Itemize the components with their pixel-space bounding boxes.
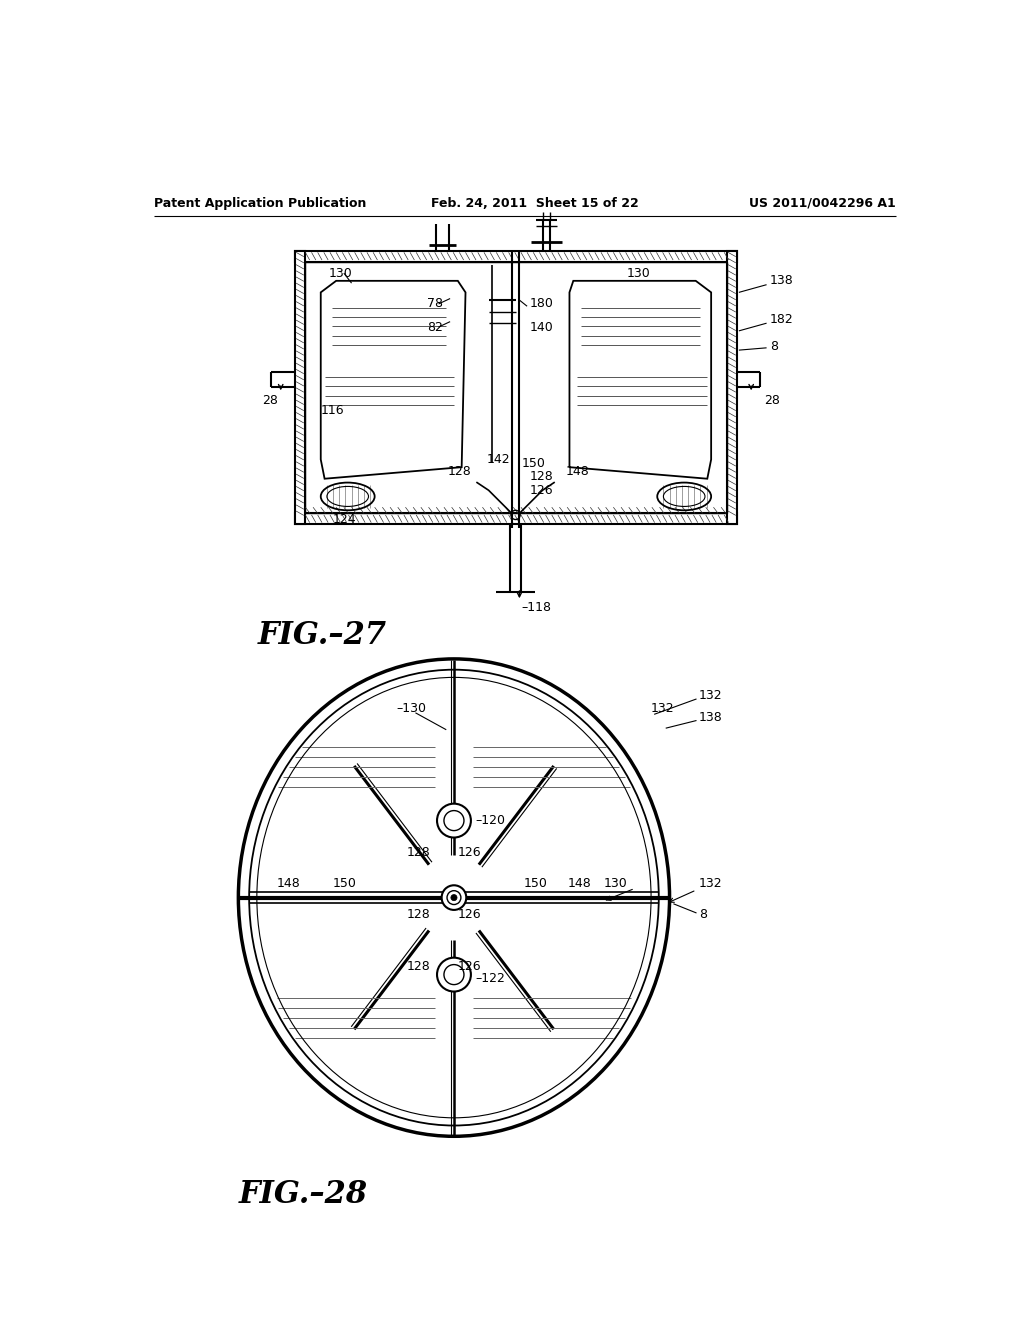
Text: 126: 126 xyxy=(458,908,481,921)
Bar xyxy=(295,251,305,524)
Bar xyxy=(295,251,737,261)
Text: 148: 148 xyxy=(568,878,592,890)
Text: 150: 150 xyxy=(523,878,547,890)
Text: FIG.–27: FIG.–27 xyxy=(258,620,387,651)
Text: 150: 150 xyxy=(333,878,356,890)
Text: 132: 132 xyxy=(698,878,723,890)
Text: 150: 150 xyxy=(521,457,546,470)
Text: 130: 130 xyxy=(329,267,352,280)
Text: 132: 132 xyxy=(650,702,674,715)
Text: 28: 28 xyxy=(764,395,780,408)
Circle shape xyxy=(441,886,466,909)
Text: 140: 140 xyxy=(529,321,553,334)
Text: –118: –118 xyxy=(521,601,552,614)
Text: Feb. 24, 2011  Sheet 15 of 22: Feb. 24, 2011 Sheet 15 of 22 xyxy=(431,197,639,210)
Text: 8: 8 xyxy=(770,339,777,352)
Circle shape xyxy=(437,958,471,991)
Circle shape xyxy=(437,804,471,838)
Text: 126: 126 xyxy=(458,846,481,859)
Text: 124: 124 xyxy=(333,513,356,527)
Text: 128: 128 xyxy=(447,465,471,478)
Text: 128: 128 xyxy=(407,908,430,921)
Text: –130: –130 xyxy=(396,702,426,715)
Text: 82: 82 xyxy=(427,321,443,334)
Bar xyxy=(295,513,737,524)
Text: US 2011/0042296 A1: US 2011/0042296 A1 xyxy=(750,197,896,210)
Text: 130: 130 xyxy=(604,878,628,890)
Text: 126: 126 xyxy=(529,483,553,496)
Text: 126: 126 xyxy=(458,961,481,973)
Text: 138: 138 xyxy=(698,711,723,723)
Text: 138: 138 xyxy=(770,275,794,288)
Text: 128: 128 xyxy=(529,470,553,483)
Text: 128: 128 xyxy=(407,846,430,859)
Text: 148: 148 xyxy=(276,878,301,890)
Text: –120: –120 xyxy=(475,814,506,828)
Text: 180: 180 xyxy=(529,297,553,310)
Circle shape xyxy=(451,895,457,900)
Text: 130: 130 xyxy=(627,267,650,280)
Text: 8: 8 xyxy=(698,908,707,921)
Text: FIG.–28: FIG.–28 xyxy=(239,1179,368,1209)
Text: 132: 132 xyxy=(698,689,723,702)
Text: –122: –122 xyxy=(475,972,506,985)
Text: 128: 128 xyxy=(407,961,430,973)
Text: 142: 142 xyxy=(486,453,510,466)
Bar xyxy=(727,251,737,524)
Text: 148: 148 xyxy=(565,465,590,478)
Text: 182: 182 xyxy=(770,313,794,326)
Text: 78: 78 xyxy=(427,297,443,310)
Text: Patent Application Publication: Patent Application Publication xyxy=(154,197,366,210)
Text: 28: 28 xyxy=(262,395,279,408)
Text: 116: 116 xyxy=(321,404,344,417)
